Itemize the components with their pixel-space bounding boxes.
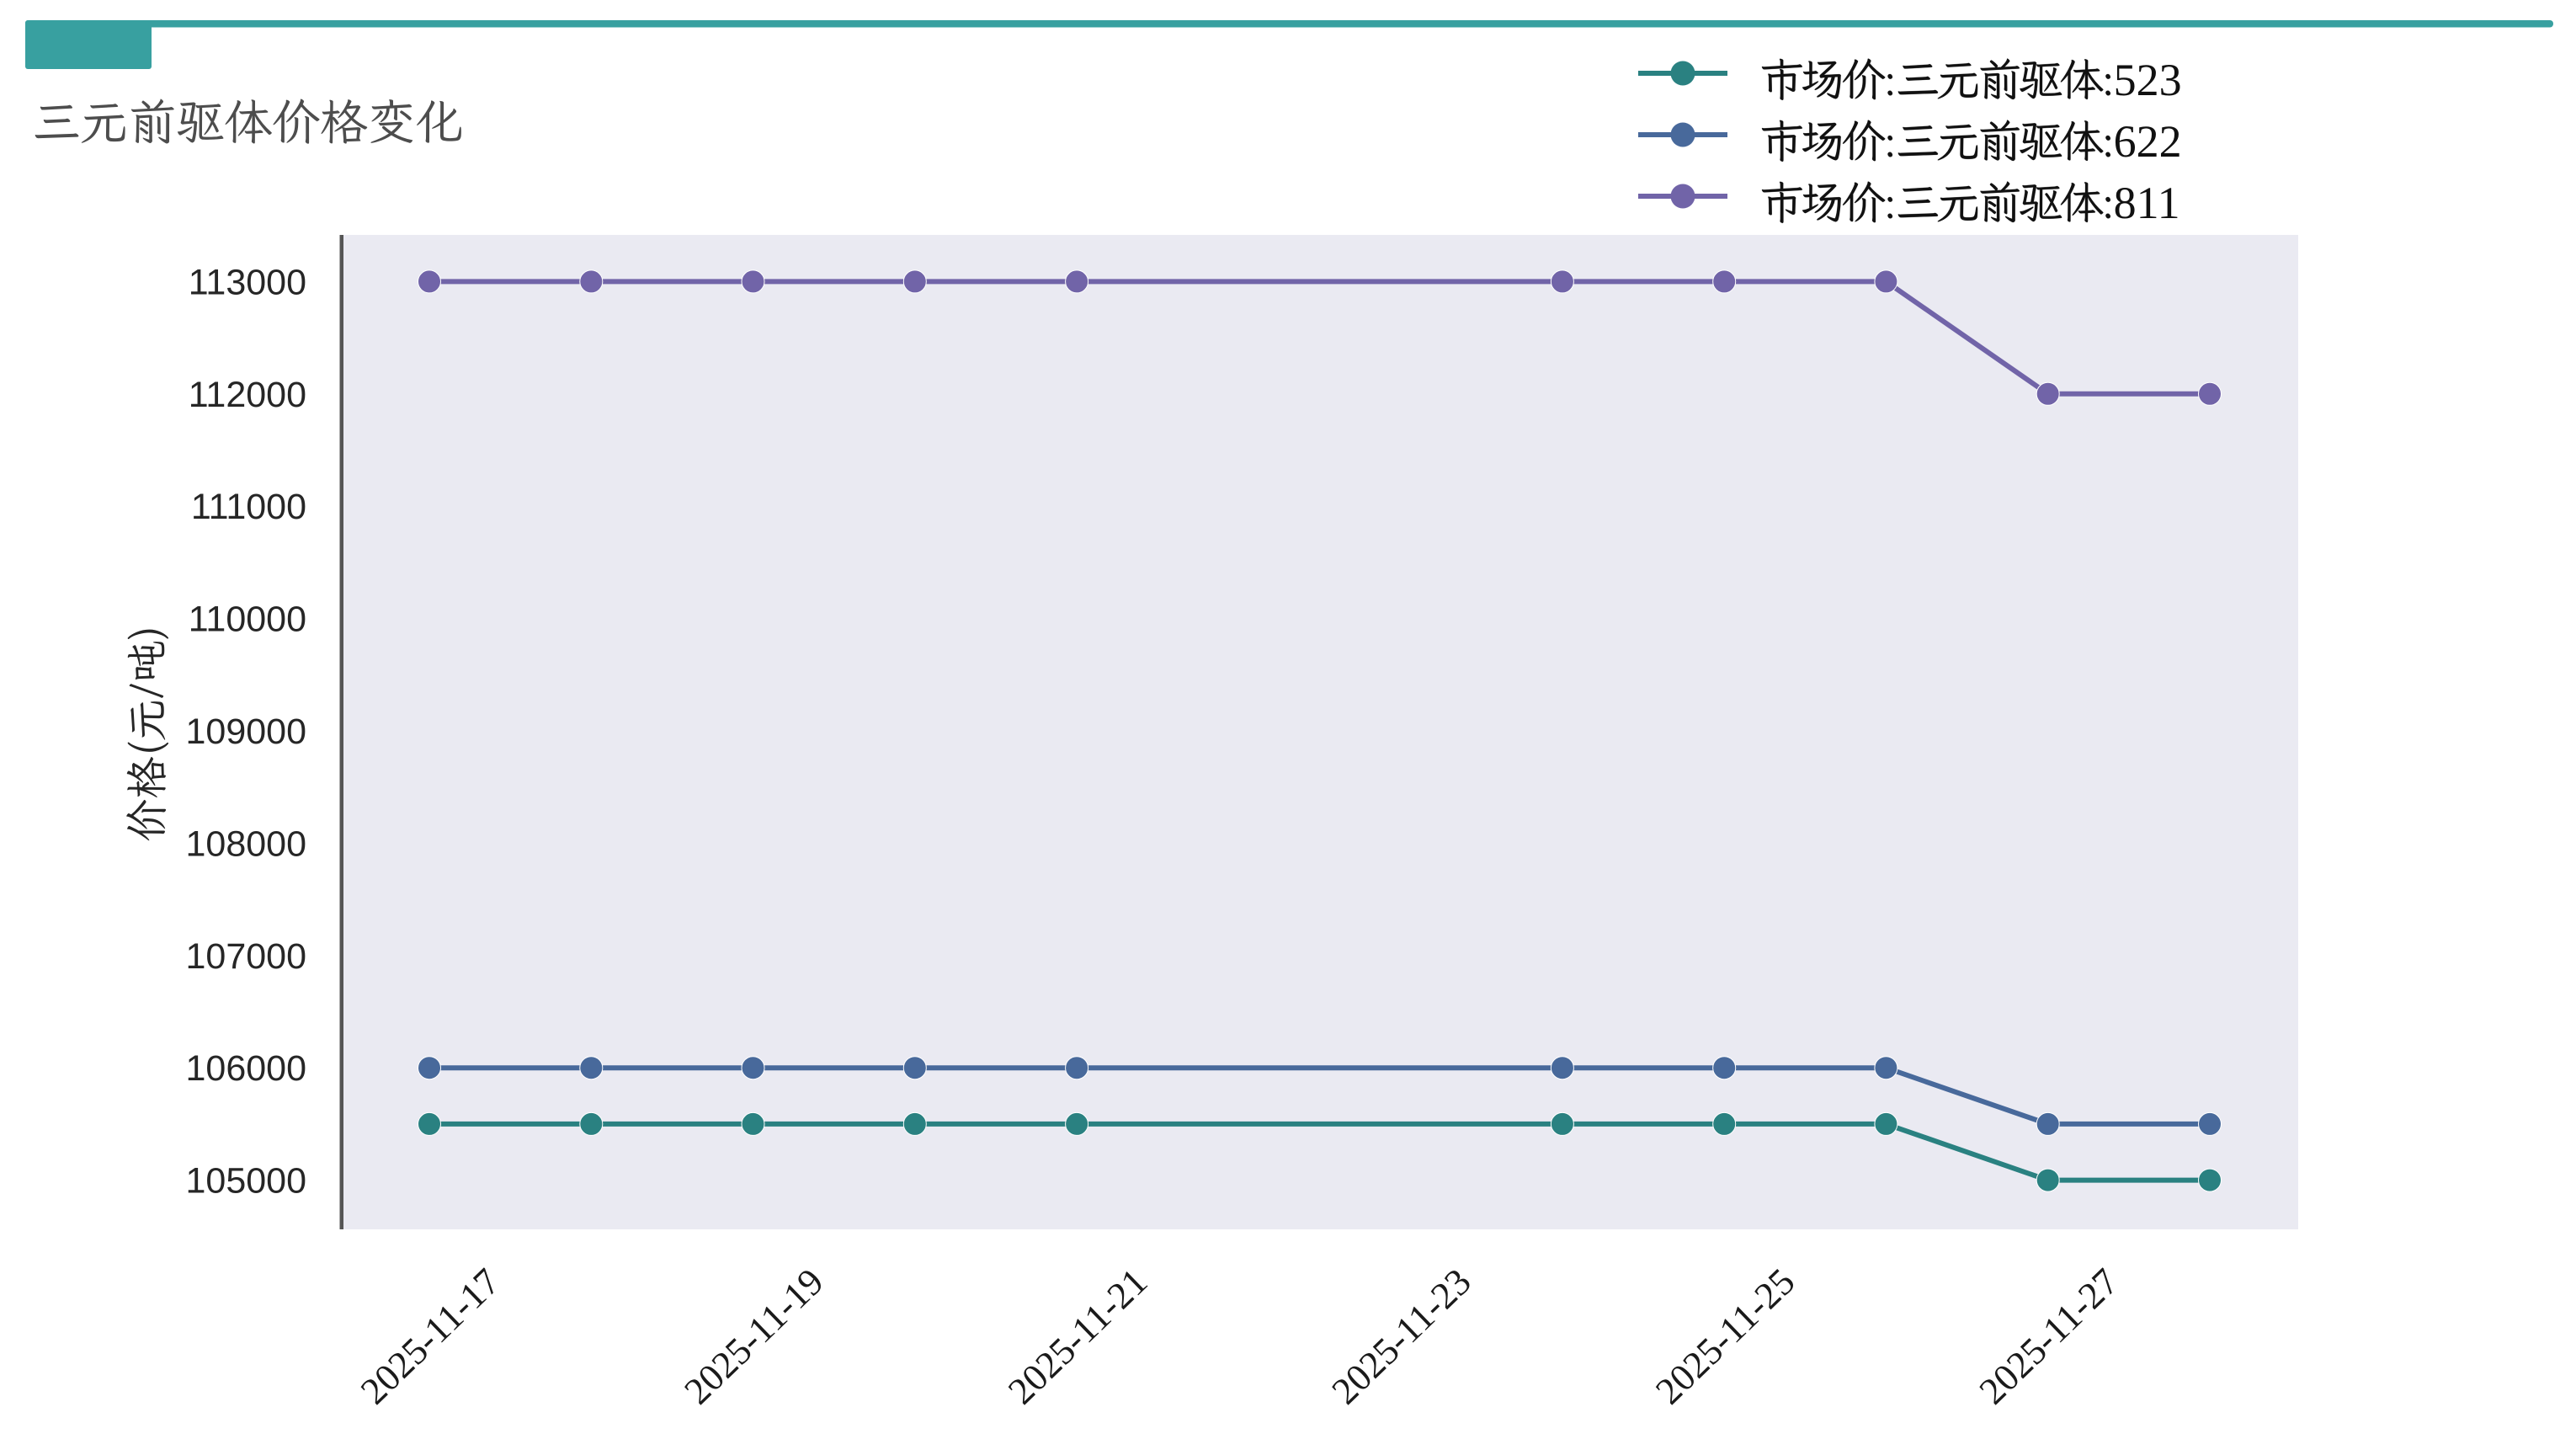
svg-text:111000: 111000	[191, 487, 306, 527]
svg-text:107000: 107000	[186, 936, 307, 977]
svg-text:108000: 108000	[186, 823, 307, 864]
svg-text:113000: 113000	[189, 262, 306, 302]
svg-text:105000: 105000	[186, 1161, 307, 1202]
svg-text:523: 523	[2114, 55, 2182, 105]
svg-text:811: 811	[2114, 178, 2180, 228]
svg-text:112000: 112000	[189, 375, 306, 415]
svg-text:109000: 109000	[186, 712, 307, 752]
svg-text:110000: 110000	[189, 600, 306, 640]
svg-text:622: 622	[2114, 116, 2182, 167]
svg-text:106000: 106000	[186, 1048, 307, 1089]
